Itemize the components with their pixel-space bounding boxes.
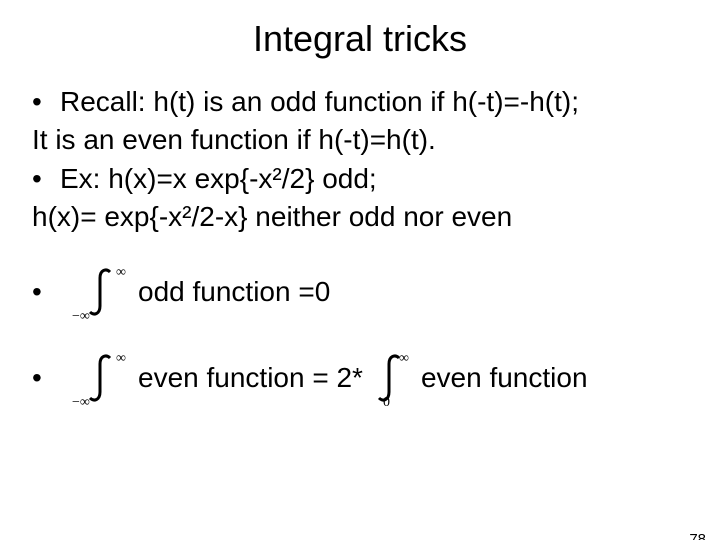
- integral-symbol: [90, 356, 110, 400]
- bullet-dot: •: [32, 161, 60, 197]
- even-function-right: even function: [421, 360, 588, 396]
- int-upper: ∞: [116, 265, 126, 280]
- slide: Integral tricks • Recall: h(t) is an odd…: [0, 18, 720, 540]
- bullet-dot: •: [32, 360, 60, 396]
- integral-full-icon: ∞ −∞: [70, 264, 132, 322]
- recall-continuation: It is an even function if h(-t)=h(t).: [32, 122, 696, 158]
- ex-text: Ex: h(x)=x exp{-x²/2} odd;: [60, 161, 377, 197]
- integral-even-line: • ∞ −∞ even function = 2* ∞ 0 even funct…: [32, 350, 696, 408]
- integral-symbol: [90, 270, 110, 314]
- bullet-line-ex: • Ex: h(x)=x exp{-x²/2} odd;: [32, 161, 696, 197]
- bullet-dot: •: [32, 84, 60, 120]
- integral-half-icon: ∞ 0: [373, 350, 415, 408]
- int-upper: ∞: [399, 351, 409, 366]
- slide-body: • Recall: h(t) is an odd function if h(-…: [0, 84, 720, 408]
- int-upper: ∞: [116, 351, 126, 366]
- int-lower: 0: [383, 395, 390, 408]
- integral-symbol: [379, 356, 399, 400]
- odd-function-text: odd function =0: [138, 274, 330, 310]
- page-number: 78: [689, 531, 706, 540]
- slide-title: Integral tricks: [0, 18, 720, 60]
- ex-continuation: h(x)= exp{-x²/2-x} neither odd nor even: [32, 199, 696, 235]
- bullet-dot: •: [32, 274, 60, 310]
- recall-text: Recall: h(t) is an odd function if h(-t)…: [60, 84, 579, 120]
- integral-full-icon: ∞ −∞: [70, 350, 132, 408]
- bullet-line-recall: • Recall: h(t) is an odd function if h(-…: [32, 84, 696, 120]
- int-lower: −∞: [72, 395, 90, 408]
- even-function-left: even function = 2*: [138, 360, 363, 396]
- integral-odd-line: • ∞ −∞ odd function =0: [32, 264, 696, 322]
- int-lower: −∞: [72, 309, 90, 322]
